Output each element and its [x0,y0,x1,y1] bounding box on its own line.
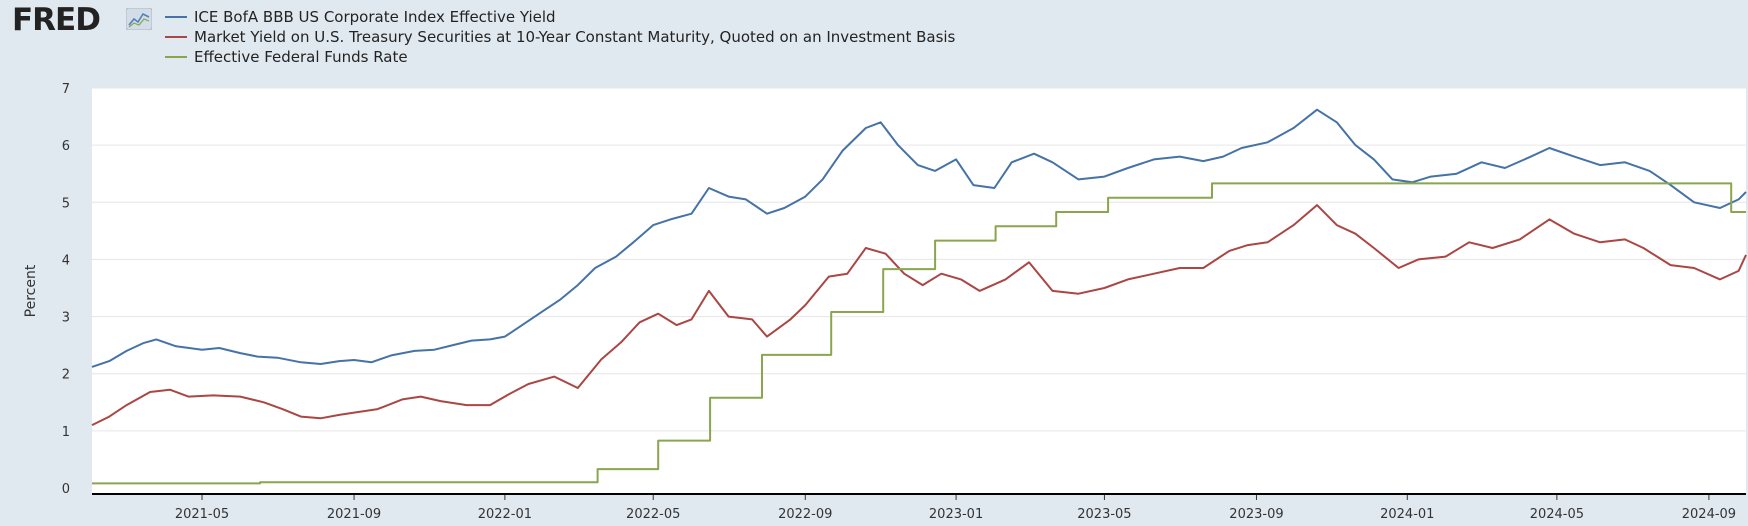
legend-item-bbb-yield[interactable]: ICE BofA BBB US Corporate Index Effectiv… [165,7,955,27]
y-tick-label: 0 [62,482,70,497]
legend-swatch-treasury-10y [165,36,187,38]
y-axis-label: Percent [23,264,39,317]
x-tick-label: 2023-09 [1229,507,1283,522]
legend-item-treasury-10y[interactable]: Market Yield on U.S. Treasury Securities… [165,27,955,47]
x-tick-label: 2024-01 [1380,507,1434,522]
legend-label-treasury-10y: Market Yield on U.S. Treasury Securities… [194,28,956,46]
x-tick-label: 2024-09 [1682,507,1736,522]
x-tick-label: 2022-05 [626,507,680,522]
line-graph-icon [126,8,152,30]
legend-label-bbb-yield: ICE BofA BBB US Corporate Index Effectiv… [194,8,556,26]
plot-area [92,88,1746,494]
y-tick-label: 7 [62,82,70,97]
x-axis-ticks: 2021-05 2021-09 2022-01 2022-05 2022-09 2023-… [175,494,1736,522]
x-tick-label: 2023-05 [1077,507,1131,522]
fred-logo[interactable]: FRED [12,2,101,38]
grid-lines [92,87,1746,432]
y-tick-label: 2 [62,368,70,383]
x-tick-label: 2023-01 [929,507,983,522]
legend-item-fed-funds[interactable]: Effective Federal Funds Rate [165,47,955,67]
series-line-treasury-10y[interactable] [91,204,1747,426]
legend-label-fed-funds: Effective Federal Funds Rate [194,48,408,66]
chart-series [91,108,1747,485]
y-axis-ticks: 0 1 2 3 4 5 6 7 [62,82,70,497]
x-tick-label: 2021-09 [327,507,381,522]
x-tick-label: 2022-01 [478,507,532,522]
y-tick-label: 5 [62,196,70,211]
y-tick-label: 6 [62,139,70,154]
legend-swatch-bbb-yield [165,16,187,18]
legend-swatch-fed-funds [165,56,187,58]
y-tick-label: 1 [62,425,70,440]
fred-logo-text: FRED [12,2,101,38]
x-tick-label: 2024-05 [1530,507,1584,522]
y-tick-label: 4 [62,253,70,268]
x-tick-label: 2021-05 [175,507,229,522]
series-line-fed-funds[interactable] [92,182,1746,485]
series-line-bbb-yield[interactable] [91,108,1747,368]
x-tick-label: 2022-09 [778,507,832,522]
chart-legend: ICE BofA BBB US Corporate Index Effectiv… [165,7,955,67]
y-tick-label: 3 [62,311,70,326]
